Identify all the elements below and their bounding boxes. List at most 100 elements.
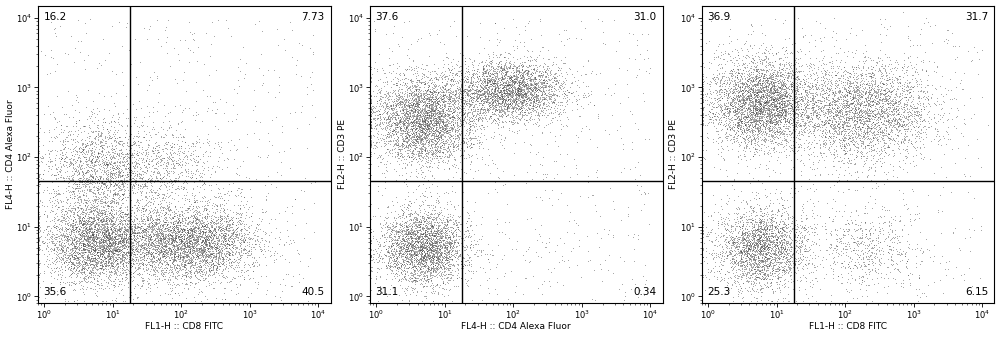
Point [455, 140, 471, 146]
Point [421, 123, 437, 128]
Point [144, 227, 160, 233]
Point [182, 230, 198, 235]
Point [173, 229, 189, 234]
Point [180, 229, 196, 235]
Point [432, 264, 448, 269]
Point [821, 106, 837, 111]
Point [412, 244, 428, 249]
Point [377, 95, 393, 100]
Point [102, 170, 118, 175]
Point [405, 112, 421, 117]
Point [872, 88, 888, 93]
Point [783, 103, 799, 109]
Point [160, 233, 176, 239]
Point [415, 273, 431, 279]
Point [76, 269, 92, 275]
Point [432, 230, 448, 236]
Point [204, 230, 220, 236]
Point [81, 124, 97, 130]
Point [758, 75, 774, 80]
Point [770, 274, 786, 279]
Point [410, 117, 426, 122]
Point [155, 223, 171, 228]
Point [79, 187, 95, 193]
Point [204, 213, 220, 218]
Point [189, 205, 205, 210]
Point [748, 241, 764, 246]
Point [165, 214, 181, 220]
Y-axis label: FL2-H :: CD3 PE: FL2-H :: CD3 PE [338, 119, 347, 189]
Point [768, 119, 784, 124]
Point [739, 226, 755, 232]
Point [93, 239, 109, 244]
Point [208, 244, 224, 250]
Point [744, 84, 760, 89]
Point [197, 229, 213, 235]
Point [569, 101, 585, 107]
Point [429, 120, 445, 125]
Point [379, 104, 395, 109]
Point [106, 266, 122, 271]
Point [759, 222, 775, 228]
Point [832, 108, 848, 113]
Point [441, 228, 457, 234]
Point [792, 248, 808, 253]
Point [81, 214, 97, 219]
Point [537, 187, 553, 192]
Point [184, 241, 200, 246]
Point [184, 280, 200, 286]
Point [36, 212, 52, 217]
Point [695, 91, 711, 97]
Point [136, 238, 152, 243]
Point [738, 234, 754, 240]
Point [401, 113, 417, 119]
Point [414, 73, 430, 79]
Point [94, 263, 110, 269]
Point [416, 94, 432, 99]
Point [179, 234, 195, 239]
Point [77, 243, 93, 249]
Point [95, 299, 111, 304]
Point [90, 249, 106, 254]
Point [695, 254, 711, 259]
Point [88, 227, 104, 233]
Point [214, 227, 230, 233]
Point [496, 252, 512, 257]
Point [515, 76, 531, 82]
Point [46, 246, 62, 252]
Point [777, 109, 793, 115]
Point [179, 252, 195, 258]
Point [90, 239, 106, 244]
Point [760, 86, 776, 91]
Point [759, 67, 775, 72]
Point [840, 104, 856, 110]
Point [51, 191, 67, 196]
Point [431, 83, 447, 88]
Point [431, 118, 447, 123]
Point [406, 267, 422, 273]
Point [474, 155, 490, 160]
Point [456, 89, 472, 95]
Point [474, 98, 490, 103]
Point [105, 154, 121, 159]
Point [735, 236, 751, 241]
Point [842, 84, 858, 89]
Point [406, 136, 422, 142]
Point [472, 106, 488, 112]
Point [414, 95, 430, 100]
Point [275, 276, 291, 281]
Point [173, 241, 189, 246]
Point [393, 261, 409, 266]
Point [379, 90, 395, 96]
Point [458, 90, 474, 96]
Point [760, 245, 776, 250]
Point [861, 228, 877, 234]
Point [436, 123, 452, 128]
Point [742, 97, 758, 103]
Point [723, 252, 739, 257]
Point [537, 244, 553, 249]
Point [793, 143, 809, 148]
Point [123, 152, 139, 158]
Point [549, 79, 565, 84]
Point [427, 68, 443, 73]
